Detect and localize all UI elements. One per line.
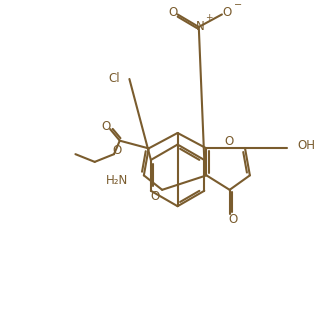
Text: O: O: [112, 144, 122, 157]
Text: O: O: [228, 213, 237, 226]
Text: O: O: [225, 135, 234, 148]
Text: −: −: [234, 0, 242, 10]
Text: O: O: [168, 6, 177, 19]
Text: OH: OH: [297, 139, 315, 152]
Text: Cl: Cl: [108, 72, 120, 85]
Text: O: O: [150, 190, 159, 203]
Text: N: N: [196, 20, 205, 33]
Text: O: O: [102, 120, 111, 133]
Text: O: O: [222, 6, 231, 19]
Text: H₂N: H₂N: [106, 174, 129, 187]
Text: +: +: [205, 13, 213, 22]
